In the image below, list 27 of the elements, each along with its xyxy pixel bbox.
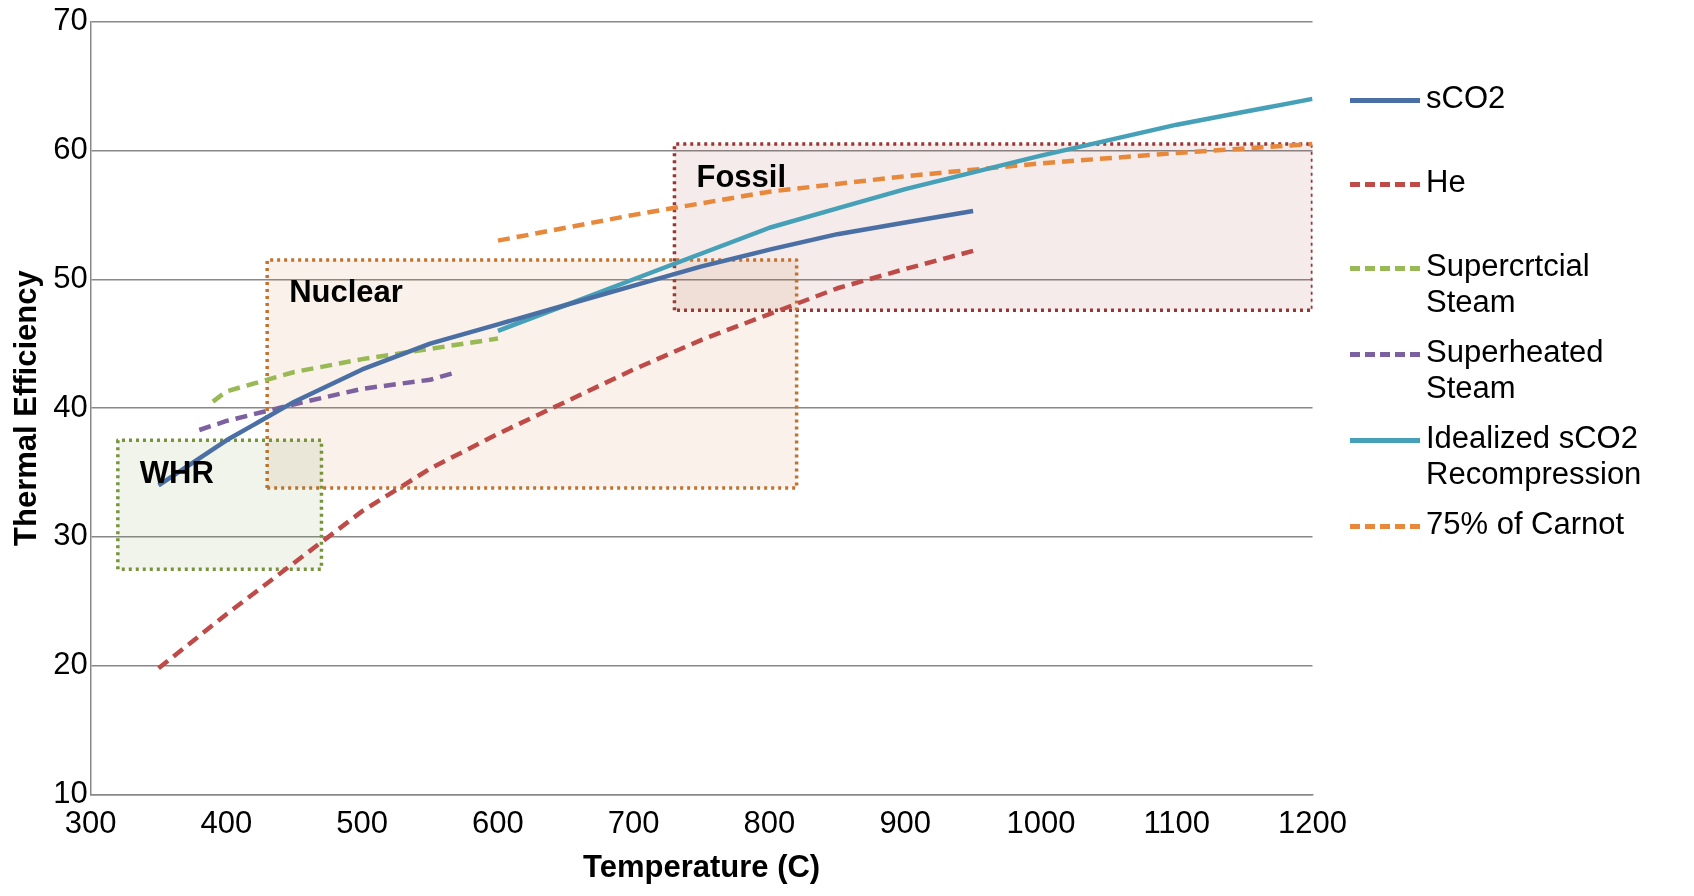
series-label: Fossil: [696, 158, 787, 194]
x-tick-label: 1100: [1143, 804, 1211, 840]
x-tick-label: 500: [336, 804, 389, 840]
y-tick-label: 50: [53, 259, 88, 295]
line-series: [495, 141, 1313, 243]
x-tick-label: 400: [200, 804, 253, 840]
x-tick-label: 700: [607, 804, 660, 840]
x-tick-label: 600: [472, 804, 524, 840]
y-tick-label: 60: [53, 130, 88, 166]
series-label: Nuclear: [289, 274, 403, 310]
x-tick-label: 1200: [1278, 804, 1347, 840]
legend-label: Idealized sCO2 Recompression: [1426, 420, 1643, 492]
y-tick-label: 30: [53, 517, 88, 553]
y-axis-title: Thermal Efficiency: [8, 269, 44, 546]
x-axis-title: Temperature (C): [583, 848, 821, 884]
y-tick-label: 40: [53, 388, 88, 424]
legend-label: He: [1426, 164, 1466, 200]
legend-label: sCO2: [1426, 80, 1506, 116]
x-tick-label: 1000: [1006, 804, 1076, 840]
legend-label: Superheated Steam: [1426, 334, 1605, 406]
line-series: [210, 336, 501, 404]
legend-label: Supercrtcial Steam: [1426, 248, 1591, 320]
y-tick-label: 70: [53, 2, 88, 38]
legend-label: 75% of Carnot: [1426, 506, 1625, 542]
x-tick-label: 800: [743, 804, 796, 840]
y-tick-label: 20: [53, 646, 88, 682]
x-tick-label: 900: [879, 804, 932, 840]
